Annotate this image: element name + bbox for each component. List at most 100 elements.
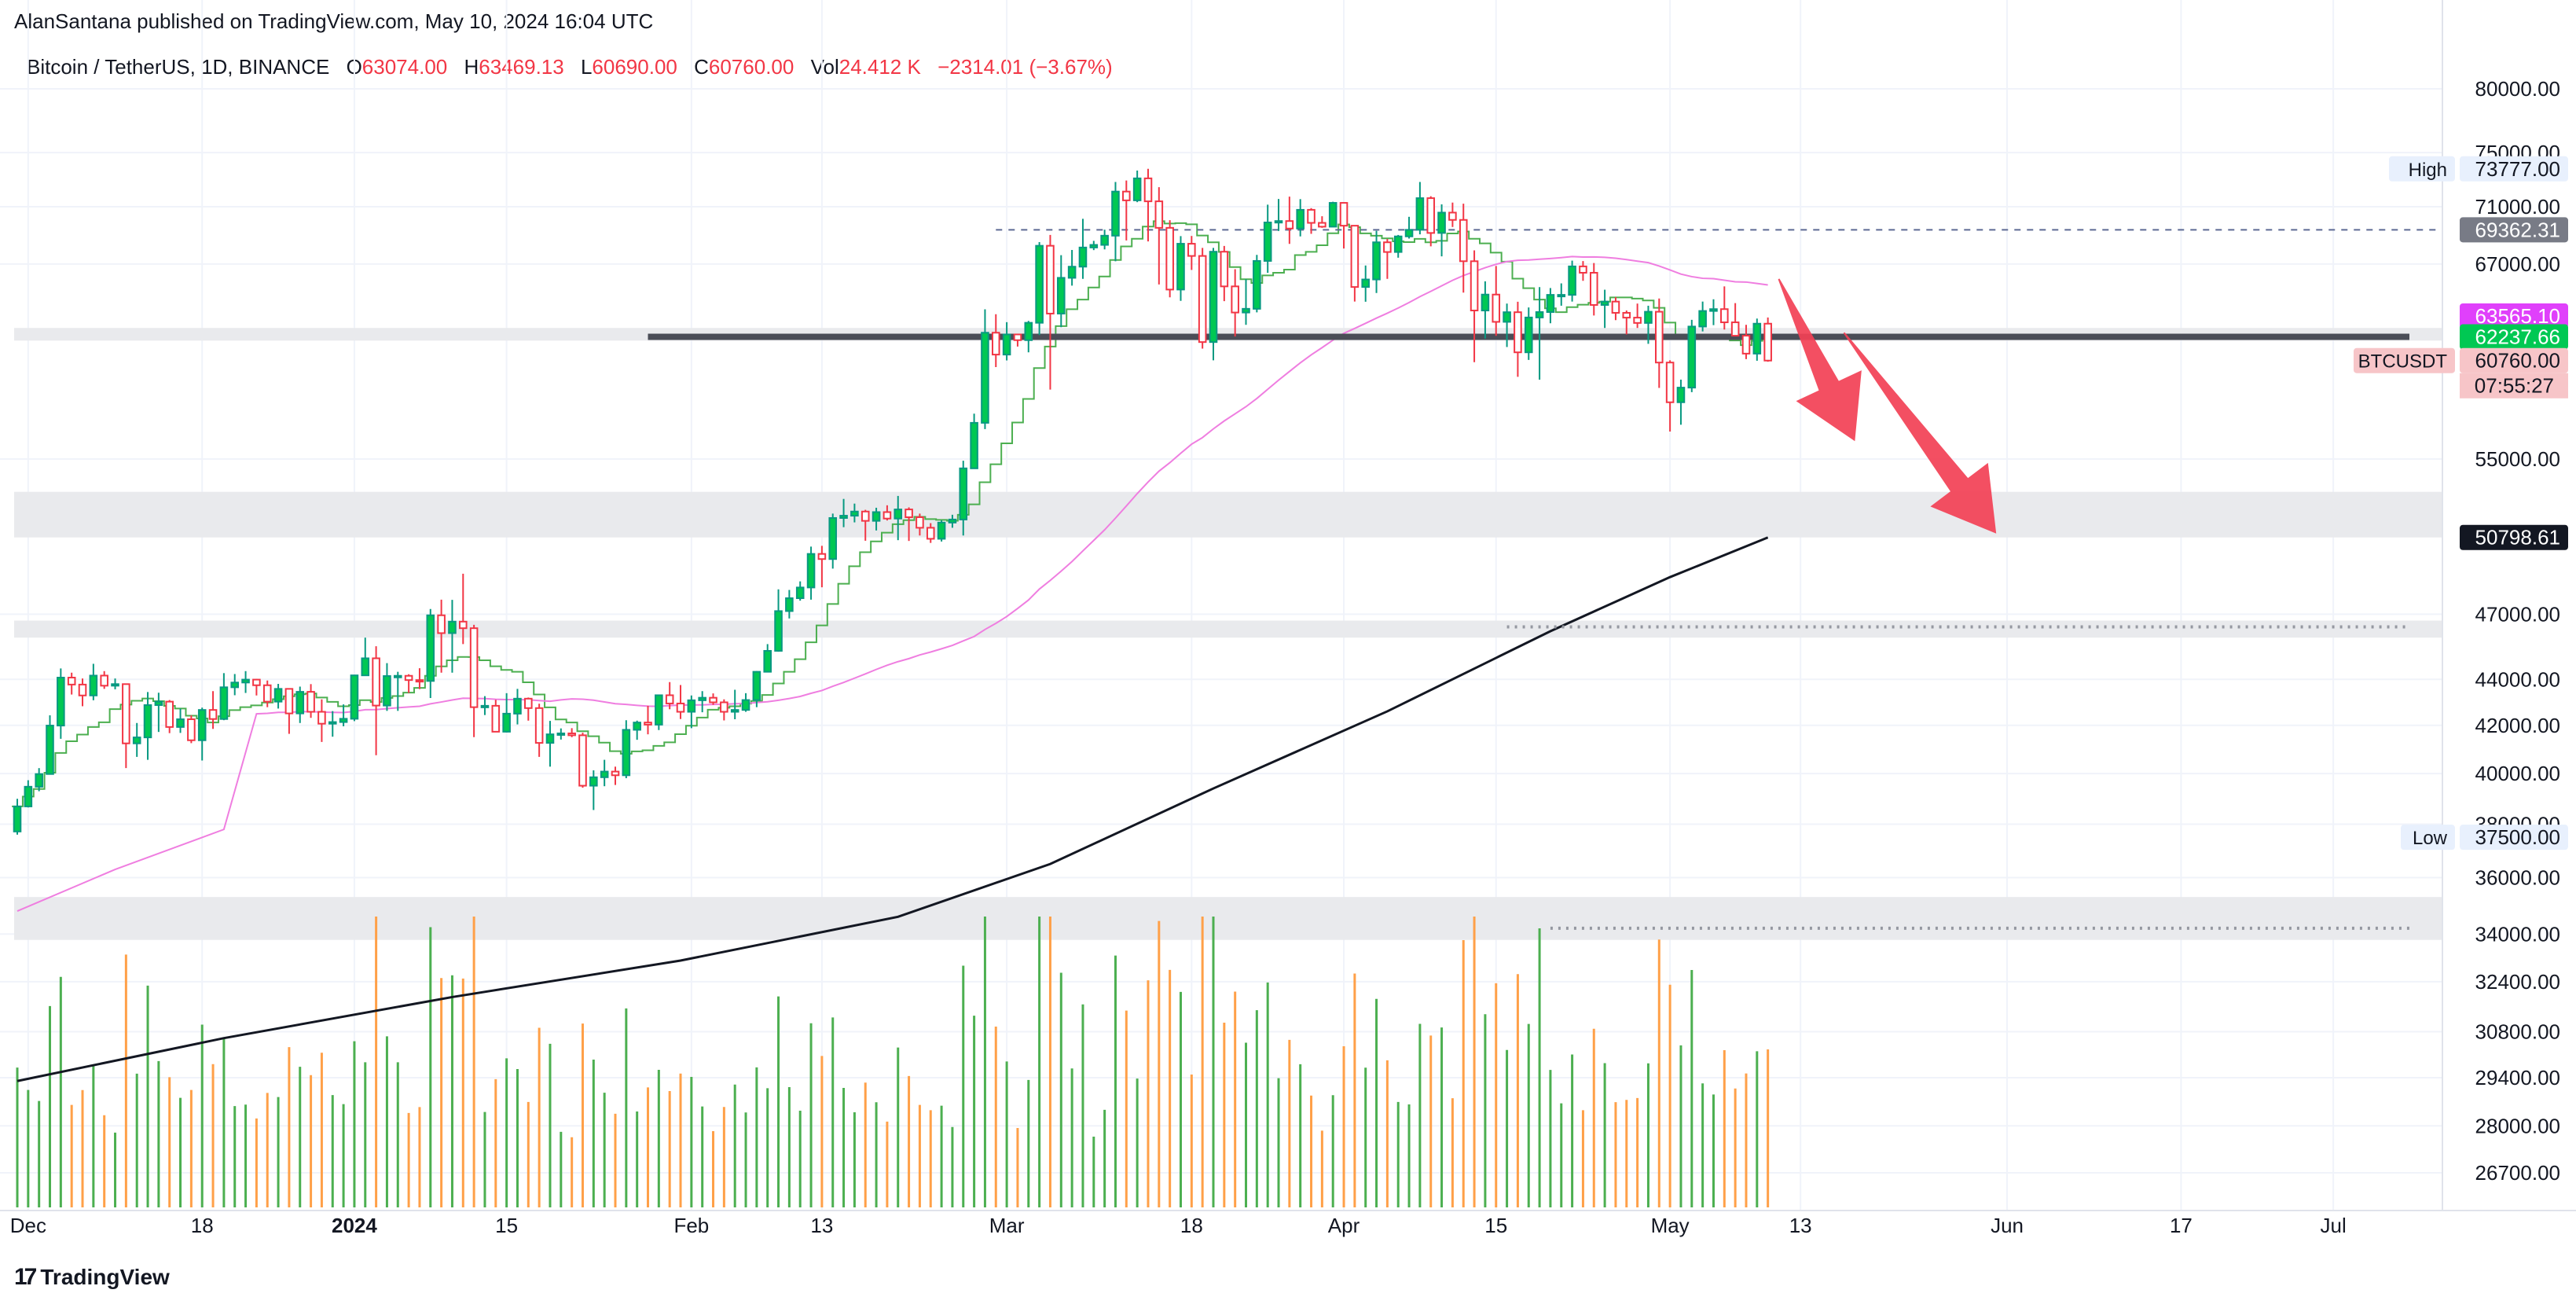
ma-medium-line [17,255,1768,913]
price-tag-bg [2389,156,2455,182]
candle-body [1209,251,1218,344]
candle-body [1383,241,1392,253]
candles [13,168,1772,835]
forecast-arrows [1778,278,1997,534]
candle-body [1198,255,1207,344]
price-tick-label: 28000.00 [2475,1114,2560,1137]
candle-body [763,649,772,673]
low-value: 60690.00 [592,55,677,79]
ma-short-line [12,220,1774,807]
candle-body [959,467,968,520]
symbol-title[interactable]: Bitcoin / TetherUS, 1D, BINANCE [27,55,330,79]
candle-body [89,674,98,696]
price-tick-label: 71000.00 [2475,195,2560,219]
tradingview-logo[interactable]: 17 TradingView [14,1264,170,1291]
forecast-arrow [1843,332,1997,534]
candle-body [1524,316,1533,354]
time-tick-label: 15 [495,1214,518,1237]
candle-body [872,511,881,522]
candle-body [1361,278,1370,288]
candle-body [1274,220,1283,224]
candle-body [459,620,468,630]
support-zone [14,897,2442,940]
price-label: 62237.66 [2475,325,2560,349]
candle-body [1057,277,1066,314]
candle-body [1665,362,1675,403]
candle-body [480,704,490,708]
candle-body [1242,307,1250,314]
tradingview-logo-icon: 17 [14,1264,37,1290]
candle-body [785,597,794,612]
candle-body [1253,259,1261,310]
price-label: 60760.00 [2475,349,2560,373]
candle-body [644,722,652,726]
candle-body [589,776,598,787]
candle-body [1220,251,1229,288]
candle-body [1100,234,1109,246]
change-value: −2314.01 (−3.67%) [938,55,1113,79]
time-tick-label: 2024 [332,1214,377,1237]
ohlc-legend: Bitcoin / TetherUS, 1D, BINANCE O63074.0… [27,55,1113,79]
candle-body [154,700,163,706]
support-zones [14,328,2442,940]
candle-body [1024,321,1033,341]
candle-body [1459,219,1468,263]
time-tick-label: 18 [191,1214,214,1237]
candle-body [404,674,413,682]
price-tick-label: 47000.00 [2475,602,2560,626]
close-value: 60760.00 [708,55,794,79]
candle-body [1415,197,1425,231]
candle-body [306,691,315,713]
candle-body [1046,244,1055,314]
price-tick-label: 42000.00 [2475,714,2560,737]
candle-body [1132,177,1142,201]
candle-body [817,553,827,560]
candle-body [741,699,750,711]
candle-body [295,691,305,715]
price-label-bg [2460,156,2568,182]
candle-body [469,627,479,708]
candle-body [1067,266,1077,279]
price-tick-label: 32400.00 [2475,970,2560,994]
price-tick-label: 29400.00 [2475,1066,2560,1089]
forecast-arrow [1778,278,1862,442]
candle-body [839,515,848,519]
price-tick-label: 55000.00 [2475,447,2560,471]
high-label: H [464,55,479,79]
candle-body [883,511,892,520]
time-tick-label: Feb [673,1214,709,1237]
price-tag-bg [2401,825,2455,851]
candle-body [372,657,380,707]
candle-body [720,701,728,713]
time-tick-label: May [1651,1214,1690,1237]
ma-long-line [17,536,1769,1082]
candle-body [524,697,533,709]
candle-body [828,516,838,560]
candle-body [1720,308,1729,324]
price-tick-label: 80000.00 [2475,77,2560,101]
candle-body [1296,208,1305,230]
price-label-bg [2460,324,2568,350]
candle-body [545,733,555,744]
price-tick-label: 67000.00 [2475,252,2560,276]
candle-body [1633,317,1642,324]
candle-body [861,510,870,522]
candle-body [35,773,43,788]
time-tick-label: Apr [1328,1214,1360,1237]
candle-body [676,702,685,713]
candle-body [948,518,957,524]
candle-body [752,671,761,701]
candle-body [165,700,174,728]
candle-body [850,510,859,517]
candle-body [1611,300,1620,314]
candle-body [1709,308,1718,312]
candle-body [633,722,641,731]
candle-body [1013,333,1022,341]
candle-body [46,725,54,775]
candle-body [1002,333,1011,356]
candle-body [1318,222,1327,228]
time-tick-label: Jun [1991,1214,2024,1237]
candle-body [230,682,240,689]
candle-body [187,718,196,741]
